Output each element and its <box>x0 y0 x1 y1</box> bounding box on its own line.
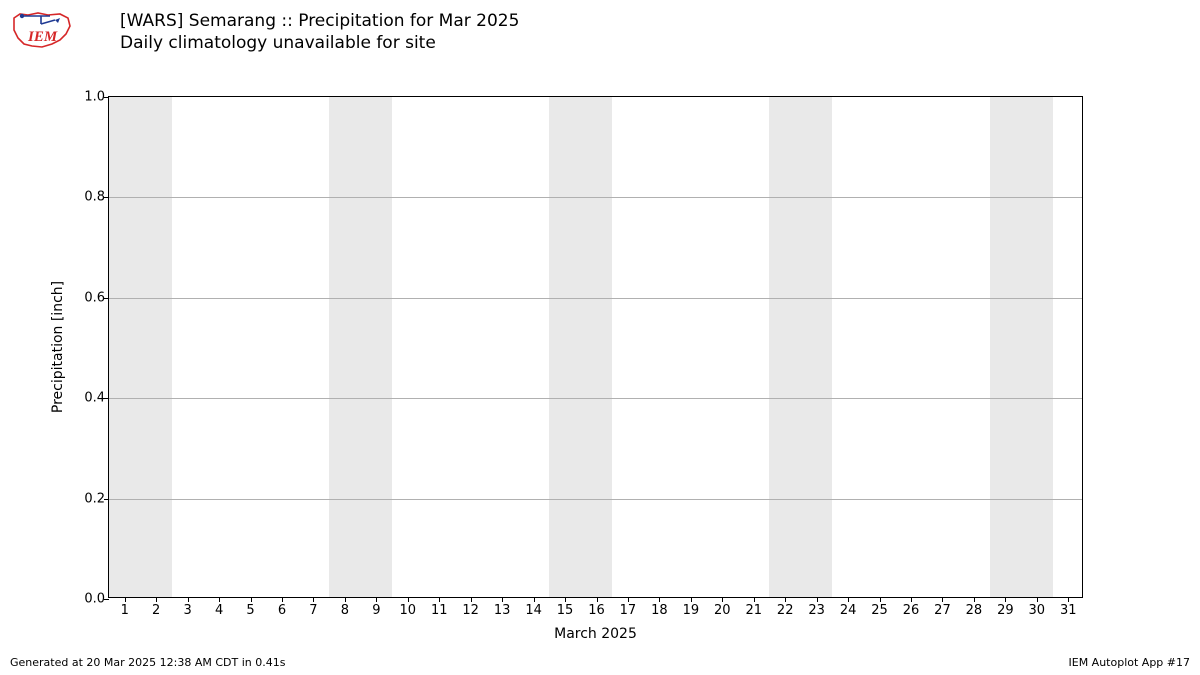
xtick-mark <box>534 597 535 602</box>
xtick-mark <box>911 597 912 602</box>
plot-area: 0.00.20.40.60.81.01234567891011121314151… <box>108 96 1083 598</box>
iem-logo: IEM <box>8 8 78 53</box>
xtick-label: 25 <box>871 603 888 618</box>
footer-app-text: IEM Autoplot App #17 <box>1069 656 1191 669</box>
xtick-label: 27 <box>934 603 951 618</box>
xtick-mark <box>156 597 157 602</box>
title-line-1: [WARS] Semarang :: Precipitation for Mar… <box>120 10 519 32</box>
weekend-band <box>990 97 1053 597</box>
xtick-label: 29 <box>997 603 1014 618</box>
xtick-label: 28 <box>966 603 983 618</box>
xtick-mark <box>1005 597 1006 602</box>
xtick-mark <box>691 597 692 602</box>
ytick-label: 0.4 <box>84 391 105 406</box>
xtick-label: 30 <box>1029 603 1046 618</box>
ytick-label: 0.6 <box>84 290 105 305</box>
svg-text:IEM: IEM <box>27 29 58 45</box>
gridline <box>109 298 1082 299</box>
weekend-band <box>329 97 392 597</box>
ytick-label: 0.2 <box>84 491 105 506</box>
xtick-label: 8 <box>341 603 349 618</box>
xtick-mark <box>502 597 503 602</box>
y-axis-label: Precipitation [inch] <box>50 281 66 413</box>
xtick-mark <box>251 597 252 602</box>
xtick-mark <box>345 597 346 602</box>
xtick-mark <box>722 597 723 602</box>
xtick-mark <box>817 597 818 602</box>
xtick-label: 24 <box>840 603 857 618</box>
xtick-mark <box>785 597 786 602</box>
xtick-label: 7 <box>309 603 317 618</box>
xtick-label: 19 <box>683 603 700 618</box>
xtick-label: 4 <box>215 603 223 618</box>
xtick-mark <box>188 597 189 602</box>
xtick-mark <box>471 597 472 602</box>
xtick-mark <box>125 597 126 602</box>
x-axis-label: March 2025 <box>554 626 637 642</box>
xtick-mark <box>1068 597 1069 602</box>
gridline <box>109 499 1082 500</box>
xtick-label: 21 <box>745 603 762 618</box>
xtick-mark <box>376 597 377 602</box>
xtick-label: 2 <box>152 603 160 618</box>
xtick-mark <box>848 597 849 602</box>
xtick-label: 23 <box>808 603 825 618</box>
xtick-label: 11 <box>431 603 448 618</box>
ytick-label: 0.0 <box>84 592 105 607</box>
xtick-label: 15 <box>557 603 574 618</box>
ytick-label: 1.0 <box>84 90 105 105</box>
xtick-mark <box>880 597 881 602</box>
xtick-label: 22 <box>777 603 794 618</box>
weekend-band <box>109 97 172 597</box>
xtick-mark <box>565 597 566 602</box>
xtick-label: 14 <box>525 603 542 618</box>
footer-generated-text: Generated at 20 Mar 2025 12:38 AM CDT in… <box>10 656 285 669</box>
xtick-mark <box>282 597 283 602</box>
xtick-label: 12 <box>462 603 479 618</box>
xtick-label: 18 <box>651 603 668 618</box>
xtick-mark <box>1037 597 1038 602</box>
xtick-mark <box>628 597 629 602</box>
xtick-label: 9 <box>372 603 380 618</box>
xtick-mark <box>974 597 975 602</box>
xtick-label: 1 <box>121 603 129 618</box>
xtick-mark <box>754 597 755 602</box>
xtick-label: 20 <box>714 603 731 618</box>
gridline <box>109 398 1082 399</box>
xtick-label: 31 <box>1060 603 1077 618</box>
xtick-mark <box>313 597 314 602</box>
weekend-band <box>549 97 612 597</box>
xtick-label: 17 <box>620 603 637 618</box>
title-line-2: Daily climatology unavailable for site <box>120 32 519 54</box>
weekend-band <box>769 97 832 597</box>
xtick-label: 5 <box>246 603 254 618</box>
xtick-mark <box>408 597 409 602</box>
xtick-mark <box>219 597 220 602</box>
xtick-mark <box>439 597 440 602</box>
xtick-mark <box>597 597 598 602</box>
gridline <box>109 197 1082 198</box>
xtick-label: 13 <box>494 603 511 618</box>
xtick-label: 3 <box>183 603 191 618</box>
xtick-label: 6 <box>278 603 286 618</box>
xtick-mark <box>942 597 943 602</box>
xtick-label: 26 <box>903 603 920 618</box>
xtick-label: 16 <box>588 603 605 618</box>
chart-title: [WARS] Semarang :: Precipitation for Mar… <box>120 10 519 54</box>
ytick-label: 0.8 <box>84 190 105 205</box>
xtick-label: 10 <box>400 603 417 618</box>
xtick-mark <box>659 597 660 602</box>
